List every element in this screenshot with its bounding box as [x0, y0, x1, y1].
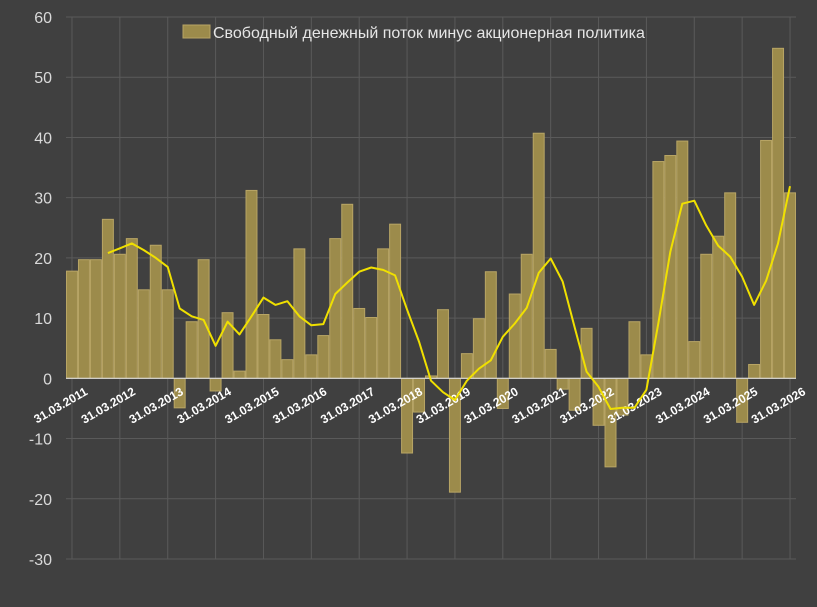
legend-swatch — [182, 24, 211, 39]
bar — [544, 348, 557, 379]
bar — [101, 218, 114, 379]
bar — [317, 335, 330, 379]
bar — [532, 132, 545, 379]
bar — [233, 370, 246, 379]
y-tick-label: 0 — [43, 371, 52, 388]
y-tick-label: -20 — [29, 492, 52, 509]
moving-average-line — [107, 185, 791, 410]
y-tick-label: 20 — [34, 251, 52, 268]
bar-series — [66, 47, 796, 493]
bar — [113, 253, 126, 379]
bar — [712, 235, 725, 379]
bar — [77, 259, 90, 379]
y-tick-label: 60 — [34, 10, 52, 27]
y-tick-label: 10 — [34, 311, 52, 328]
bar — [724, 192, 737, 379]
y-axis: -30 -20 -10 0 10 20 30 40 50 60 — [29, 10, 52, 569]
bar — [137, 289, 150, 379]
bar — [700, 253, 713, 379]
bar — [365, 317, 378, 379]
moving-average-series — [107, 185, 791, 410]
legend: Свободный денежный поток минус акционерн… — [182, 24, 645, 42]
bar — [66, 270, 78, 379]
bar — [688, 341, 701, 379]
bar — [161, 289, 174, 379]
bar — [508, 293, 521, 379]
bar — [664, 155, 677, 379]
bar — [245, 189, 258, 379]
y-tick-label: 50 — [34, 70, 52, 87]
bar — [760, 139, 773, 379]
bar — [329, 238, 342, 379]
bar — [305, 354, 318, 379]
bar — [281, 359, 294, 379]
bar — [257, 313, 270, 379]
bar — [628, 321, 641, 379]
bar — [520, 253, 533, 379]
bar — [353, 307, 366, 379]
bar — [784, 192, 796, 379]
bar — [676, 140, 689, 379]
bar — [748, 363, 761, 379]
bar — [149, 244, 162, 379]
y-tick-label: -30 — [29, 552, 52, 569]
bar — [125, 238, 138, 379]
y-tick-label: -10 — [29, 432, 52, 449]
bar — [389, 223, 402, 379]
bar — [269, 339, 282, 379]
y-tick-label: 30 — [34, 191, 52, 208]
bar — [460, 353, 473, 379]
y-tick-label: 40 — [34, 130, 52, 147]
bar — [772, 47, 785, 379]
bar — [436, 309, 449, 379]
bar — [341, 203, 354, 379]
x-tick-label: 31.03.2026 — [749, 384, 808, 426]
bar — [293, 248, 306, 379]
bar — [185, 321, 198, 379]
legend-label: Свободный денежный поток минус акционерн… — [213, 25, 645, 42]
bar — [89, 259, 102, 379]
